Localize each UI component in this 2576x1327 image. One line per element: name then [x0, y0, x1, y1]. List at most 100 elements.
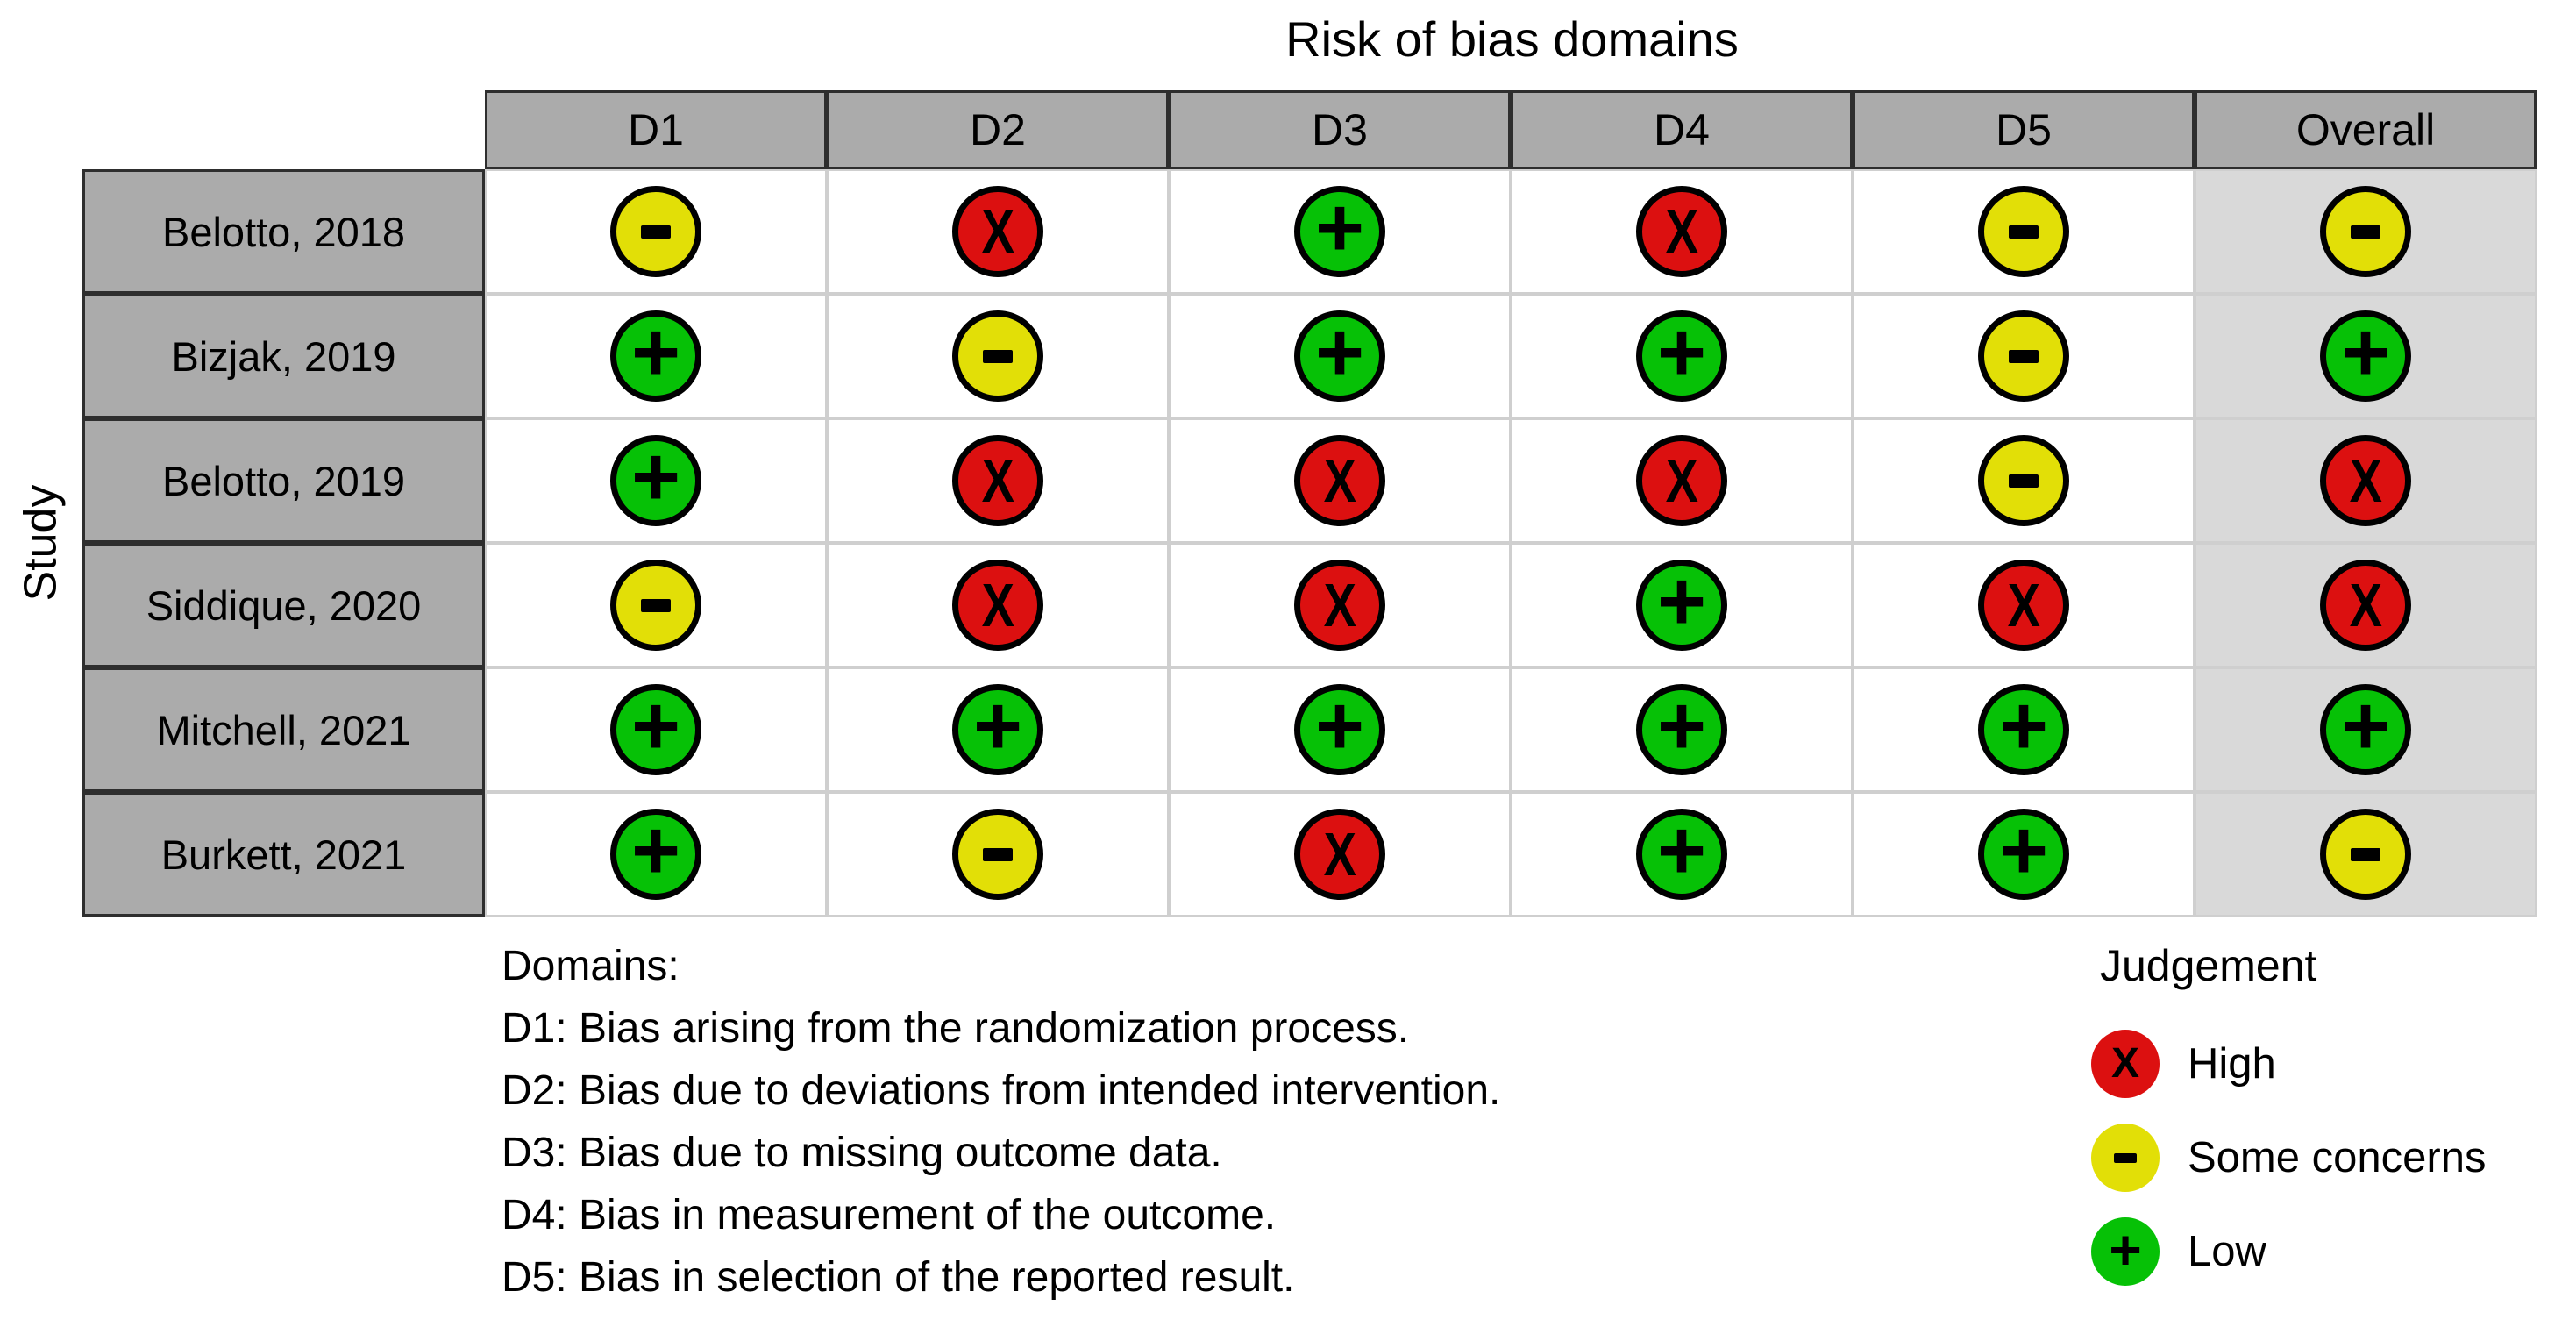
- judgement-cell: [1853, 418, 2195, 543]
- plus-symbol: +: [1656, 305, 1707, 399]
- judgement-legend: Judgement X High Some concerns + Low: [2091, 940, 2486, 1286]
- judgement-circle-high: X: [1294, 560, 1385, 651]
- plus-symbol: +: [1314, 305, 1365, 399]
- plus-symbol: +: [1656, 554, 1707, 648]
- judgement-cell: X: [1511, 418, 1853, 543]
- column-header-d4: D4: [1511, 90, 1853, 169]
- judgement-circle-some_concerns: [1978, 310, 2069, 402]
- judgement-circle-high: X: [952, 560, 1043, 651]
- judgement-circle-low: +: [1636, 809, 1727, 900]
- x-symbol: X: [981, 446, 1014, 515]
- judgement-cell: X: [2195, 418, 2537, 543]
- x-symbol: X: [1323, 571, 1356, 639]
- plus-symbol: +: [1314, 679, 1365, 773]
- column-header-d5: D5: [1853, 90, 2195, 169]
- plus-symbol: +: [2109, 1217, 2142, 1281]
- plus-symbol: +: [630, 305, 681, 399]
- legend-label-some_concerns: Some concerns: [2188, 1134, 2487, 1181]
- judgement-circle-low: +: [610, 310, 701, 402]
- domain-footnote-line: D5: Bias in selection of the reported re…: [502, 1254, 1295, 1301]
- domain-footnote-line: D1: Bias arising from the randomization …: [502, 1005, 1410, 1052]
- legend-circle-high: X: [2091, 1030, 2160, 1098]
- judgement-circle-some_concerns: [952, 809, 1043, 900]
- traffic-light-table: D1 D2 D3 D4 D5 Overall Belotto, 2018 X + X Bizjak,…: [82, 90, 2537, 917]
- legend-title: Judgement: [2100, 941, 2317, 990]
- chart-title: Risk of bias domains: [1285, 11, 1739, 67]
- judgement-cell: +: [1511, 667, 1853, 792]
- judgement-circle-low: +: [2320, 684, 2411, 775]
- minus-symbol: [2114, 1152, 2137, 1163]
- judgement-cell: +: [1853, 667, 2195, 792]
- minus-symbol: [2351, 225, 2380, 239]
- y-axis-label-text: Study: [15, 484, 67, 601]
- plus-symbol: +: [1314, 181, 1365, 275]
- study-label: Siddique, 2020: [82, 543, 485, 667]
- legend-circle-low: +: [2091, 1217, 2160, 1286]
- study-label: Belotto, 2019: [82, 418, 485, 543]
- x-symbol: X: [1665, 197, 1698, 266]
- judgement-circle-high: X: [952, 435, 1043, 526]
- judgement-circle-low: +: [1636, 684, 1727, 775]
- plus-symbol: +: [972, 679, 1023, 773]
- judgement-cell: +: [485, 418, 827, 543]
- judgement-cell: X: [827, 418, 1169, 543]
- judgement-cell: X: [827, 169, 1169, 294]
- minus-symbol: [641, 225, 671, 239]
- plus-symbol: +: [630, 803, 681, 897]
- x-symbol: X: [2349, 446, 2382, 515]
- judgement-cell: [827, 792, 1169, 917]
- judgement-cell: X: [1169, 792, 1511, 917]
- judgement-circle-some_concerns: [952, 310, 1043, 402]
- y-axis-label: Study: [0, 169, 81, 916]
- judgement-circle-low: +: [2320, 310, 2411, 402]
- minus-symbol: [2009, 474, 2039, 488]
- plus-symbol: +: [630, 679, 681, 773]
- plus-symbol: +: [630, 430, 681, 524]
- column-header-d1: D1: [485, 90, 827, 169]
- judgement-circle-some_concerns: [1978, 186, 2069, 277]
- judgement-cell: [2195, 169, 2537, 294]
- judgement-circle-some_concerns: [610, 560, 701, 651]
- domain-footnotes: Domains: D1: Bias arising from the rando…: [502, 935, 1500, 1309]
- plus-symbol: +: [1656, 679, 1707, 773]
- judgement-circle-some_concerns: [2320, 186, 2411, 277]
- judgement-cell: +: [1853, 792, 2195, 917]
- study-label: Burkett, 2021: [82, 792, 485, 917]
- judgement-cell: +: [485, 667, 827, 792]
- minus-symbol: [2351, 847, 2380, 861]
- judgement-circle-some_concerns: [610, 186, 701, 277]
- judgement-cell: X: [1169, 543, 1511, 667]
- legend-items: X High Some concerns + Low: [2091, 1030, 2486, 1286]
- legend-circle-some_concerns: [2091, 1124, 2160, 1192]
- judgement-cell: [827, 294, 1169, 418]
- minus-symbol: [2009, 349, 2039, 363]
- x-symbol: X: [1665, 446, 1698, 515]
- judgement-cell: X: [1511, 169, 1853, 294]
- judgement-cell: +: [1511, 294, 1853, 418]
- judgement-cell: [485, 543, 827, 667]
- judgement-circle-high: X: [1294, 809, 1385, 900]
- column-header-d3: D3: [1169, 90, 1511, 169]
- judgement-circle-high: X: [1978, 560, 2069, 651]
- judgement-circle-low: +: [1294, 684, 1385, 775]
- judgement-cell: [2195, 792, 2537, 917]
- judgement-cell: +: [2195, 294, 2537, 418]
- judgement-circle-low: +: [1978, 809, 2069, 900]
- judgement-cell: +: [2195, 667, 2537, 792]
- domain-footnote-line: D4: Bias in measurement of the outcome.: [502, 1192, 1277, 1238]
- judgement-circle-low: +: [610, 435, 701, 526]
- judgement-circle-low: +: [952, 684, 1043, 775]
- x-symbol: X: [981, 571, 1014, 639]
- minus-symbol: [983, 847, 1013, 861]
- x-symbol: X: [2110, 1040, 2139, 1087]
- judgement-cell: +: [1169, 294, 1511, 418]
- judgement-cell: +: [1169, 667, 1511, 792]
- column-header-overall: Overall: [2195, 90, 2537, 169]
- judgement-cell: +: [827, 667, 1169, 792]
- legend-label-high: High: [2188, 1040, 2276, 1088]
- judgement-circle-high: X: [2320, 560, 2411, 651]
- judgement-cell: +: [1511, 543, 1853, 667]
- domain-footnote-line: D2: Bias due to deviations from intended…: [502, 1067, 1501, 1114]
- x-symbol: X: [981, 197, 1014, 266]
- judgement-cell: X: [1853, 543, 2195, 667]
